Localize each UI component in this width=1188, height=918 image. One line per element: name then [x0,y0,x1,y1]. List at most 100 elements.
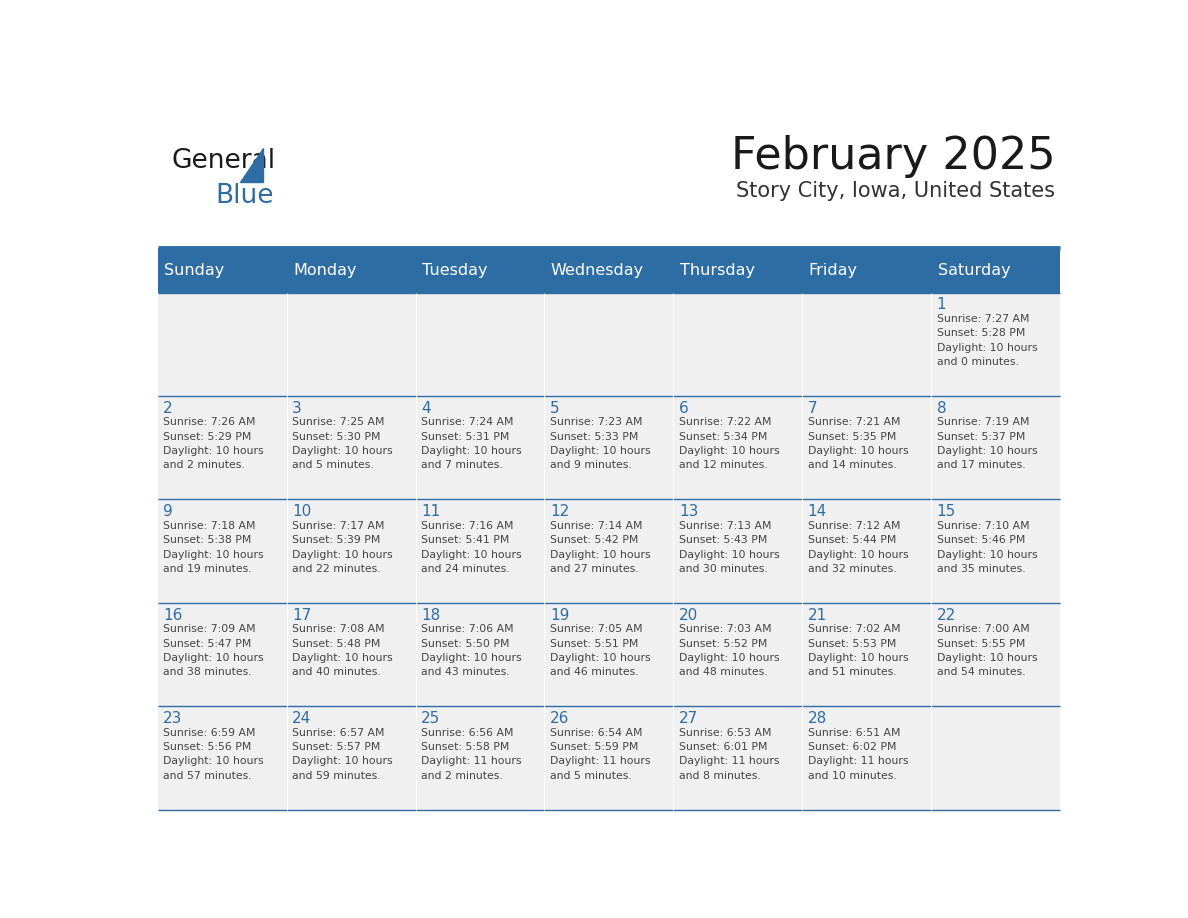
Text: Thursday: Thursday [680,263,754,278]
Text: 10: 10 [292,505,311,520]
Text: 23: 23 [163,711,183,726]
Text: Sunrise: 7:02 AM
Sunset: 5:53 PM
Daylight: 10 hours
and 51 minutes.: Sunrise: 7:02 AM Sunset: 5:53 PM Dayligh… [808,624,909,677]
Text: Sunrise: 7:25 AM
Sunset: 5:30 PM
Daylight: 10 hours
and 5 minutes.: Sunrise: 7:25 AM Sunset: 5:30 PM Dayligh… [292,417,393,470]
Text: Sunrise: 7:18 AM
Sunset: 5:38 PM
Daylight: 10 hours
and 19 minutes.: Sunrise: 7:18 AM Sunset: 5:38 PM Dayligh… [163,521,264,574]
Text: 27: 27 [678,711,699,726]
Text: Sunrise: 7:22 AM
Sunset: 5:34 PM
Daylight: 10 hours
and 12 minutes.: Sunrise: 7:22 AM Sunset: 5:34 PM Dayligh… [678,417,779,470]
Bar [158,707,286,810]
Bar [286,603,416,707]
Text: 5: 5 [550,401,560,416]
Bar [286,499,416,603]
Text: Tuesday: Tuesday [422,263,487,278]
Text: 26: 26 [550,711,569,726]
Text: Sunrise: 7:19 AM
Sunset: 5:37 PM
Daylight: 10 hours
and 17 minutes.: Sunrise: 7:19 AM Sunset: 5:37 PM Dayligh… [936,417,1037,470]
Bar [158,293,286,396]
Bar [544,293,674,396]
Text: Sunrise: 7:21 AM
Sunset: 5:35 PM
Daylight: 10 hours
and 14 minutes.: Sunrise: 7:21 AM Sunset: 5:35 PM Dayligh… [808,417,909,470]
Text: February 2025: February 2025 [731,135,1055,178]
Text: Sunrise: 7:10 AM
Sunset: 5:46 PM
Daylight: 10 hours
and 35 minutes.: Sunrise: 7:10 AM Sunset: 5:46 PM Dayligh… [936,521,1037,574]
Bar [931,499,1060,603]
Bar [416,603,544,707]
Text: Monday: Monday [293,263,356,278]
Text: Sunday: Sunday [164,263,225,278]
Bar [158,396,286,499]
Text: Sunrise: 7:00 AM
Sunset: 5:55 PM
Daylight: 10 hours
and 54 minutes.: Sunrise: 7:00 AM Sunset: 5:55 PM Dayligh… [936,624,1037,677]
Text: 28: 28 [808,711,827,726]
Bar [802,293,931,396]
Bar [286,396,416,499]
Text: Friday: Friday [809,263,858,278]
Bar [674,707,802,810]
Bar [416,293,544,396]
Text: Sunrise: 7:23 AM
Sunset: 5:33 PM
Daylight: 10 hours
and 9 minutes.: Sunrise: 7:23 AM Sunset: 5:33 PM Dayligh… [550,417,651,470]
Text: Sunrise: 7:09 AM
Sunset: 5:47 PM
Daylight: 10 hours
and 38 minutes.: Sunrise: 7:09 AM Sunset: 5:47 PM Dayligh… [163,624,264,677]
Bar [802,396,931,499]
Bar [931,603,1060,707]
Text: General: General [171,148,276,174]
Text: 17: 17 [292,608,311,623]
Text: 13: 13 [678,505,699,520]
Text: 8: 8 [936,401,947,416]
Text: Sunrise: 6:54 AM
Sunset: 5:59 PM
Daylight: 11 hours
and 5 minutes.: Sunrise: 6:54 AM Sunset: 5:59 PM Dayligh… [550,728,650,781]
Polygon shape [240,148,263,182]
Text: Sunrise: 7:26 AM
Sunset: 5:29 PM
Daylight: 10 hours
and 2 minutes.: Sunrise: 7:26 AM Sunset: 5:29 PM Dayligh… [163,417,264,470]
Bar [802,603,931,707]
Text: Wednesday: Wednesday [551,263,644,278]
Bar [416,707,544,810]
Text: Sunrise: 6:59 AM
Sunset: 5:56 PM
Daylight: 10 hours
and 57 minutes.: Sunrise: 6:59 AM Sunset: 5:56 PM Dayligh… [163,728,264,781]
Bar [286,707,416,810]
Text: Sunrise: 7:12 AM
Sunset: 5:44 PM
Daylight: 10 hours
and 32 minutes.: Sunrise: 7:12 AM Sunset: 5:44 PM Dayligh… [808,521,909,574]
Text: Sunrise: 7:03 AM
Sunset: 5:52 PM
Daylight: 10 hours
and 48 minutes.: Sunrise: 7:03 AM Sunset: 5:52 PM Dayligh… [678,624,779,677]
Text: 9: 9 [163,505,173,520]
Text: 1: 1 [936,297,947,312]
Text: Sunrise: 6:51 AM
Sunset: 6:02 PM
Daylight: 11 hours
and 10 minutes.: Sunrise: 6:51 AM Sunset: 6:02 PM Dayligh… [808,728,908,781]
Bar [544,603,674,707]
Text: 2: 2 [163,401,173,416]
Bar [674,293,802,396]
Bar [802,707,931,810]
Text: 22: 22 [936,608,956,623]
Text: Sunrise: 6:56 AM
Sunset: 5:58 PM
Daylight: 11 hours
and 2 minutes.: Sunrise: 6:56 AM Sunset: 5:58 PM Dayligh… [421,728,522,781]
Text: Sunrise: 7:08 AM
Sunset: 5:48 PM
Daylight: 10 hours
and 40 minutes.: Sunrise: 7:08 AM Sunset: 5:48 PM Dayligh… [292,624,393,677]
Bar [931,293,1060,396]
Text: 20: 20 [678,608,699,623]
Bar [158,603,286,707]
Bar [802,499,931,603]
Text: Saturday: Saturday [937,263,1010,278]
Text: 14: 14 [808,505,827,520]
Text: Sunrise: 6:53 AM
Sunset: 6:01 PM
Daylight: 11 hours
and 8 minutes.: Sunrise: 6:53 AM Sunset: 6:01 PM Dayligh… [678,728,779,781]
Bar [674,603,802,707]
Text: 7: 7 [808,401,817,416]
Text: Sunrise: 7:06 AM
Sunset: 5:50 PM
Daylight: 10 hours
and 43 minutes.: Sunrise: 7:06 AM Sunset: 5:50 PM Dayligh… [421,624,522,677]
Text: Sunrise: 7:13 AM
Sunset: 5:43 PM
Daylight: 10 hours
and 30 minutes.: Sunrise: 7:13 AM Sunset: 5:43 PM Dayligh… [678,521,779,574]
Bar [416,396,544,499]
Text: Sunrise: 7:24 AM
Sunset: 5:31 PM
Daylight: 10 hours
and 7 minutes.: Sunrise: 7:24 AM Sunset: 5:31 PM Dayligh… [421,417,522,470]
Bar [674,396,802,499]
Text: 3: 3 [292,401,302,416]
Bar [416,499,544,603]
Text: 16: 16 [163,608,183,623]
Text: 21: 21 [808,608,827,623]
Text: Sunrise: 7:27 AM
Sunset: 5:28 PM
Daylight: 10 hours
and 0 minutes.: Sunrise: 7:27 AM Sunset: 5:28 PM Dayligh… [936,314,1037,367]
Bar [544,707,674,810]
Text: 24: 24 [292,711,311,726]
Text: Sunrise: 6:57 AM
Sunset: 5:57 PM
Daylight: 10 hours
and 59 minutes.: Sunrise: 6:57 AM Sunset: 5:57 PM Dayligh… [292,728,393,781]
Text: 6: 6 [678,401,689,416]
Bar [158,248,1060,293]
Bar [931,707,1060,810]
Text: 25: 25 [421,711,441,726]
Text: 11: 11 [421,505,441,520]
Bar [158,499,286,603]
Text: Sunrise: 7:17 AM
Sunset: 5:39 PM
Daylight: 10 hours
and 22 minutes.: Sunrise: 7:17 AM Sunset: 5:39 PM Dayligh… [292,521,393,574]
Text: 18: 18 [421,608,441,623]
Bar [544,396,674,499]
Text: Blue: Blue [216,183,274,209]
Text: 12: 12 [550,505,569,520]
Bar [931,396,1060,499]
Text: Sunrise: 7:16 AM
Sunset: 5:41 PM
Daylight: 10 hours
and 24 minutes.: Sunrise: 7:16 AM Sunset: 5:41 PM Dayligh… [421,521,522,574]
Bar [286,293,416,396]
Bar [544,499,674,603]
Text: Sunrise: 7:14 AM
Sunset: 5:42 PM
Daylight: 10 hours
and 27 minutes.: Sunrise: 7:14 AM Sunset: 5:42 PM Dayligh… [550,521,651,574]
Text: 15: 15 [936,505,956,520]
Bar [674,499,802,603]
